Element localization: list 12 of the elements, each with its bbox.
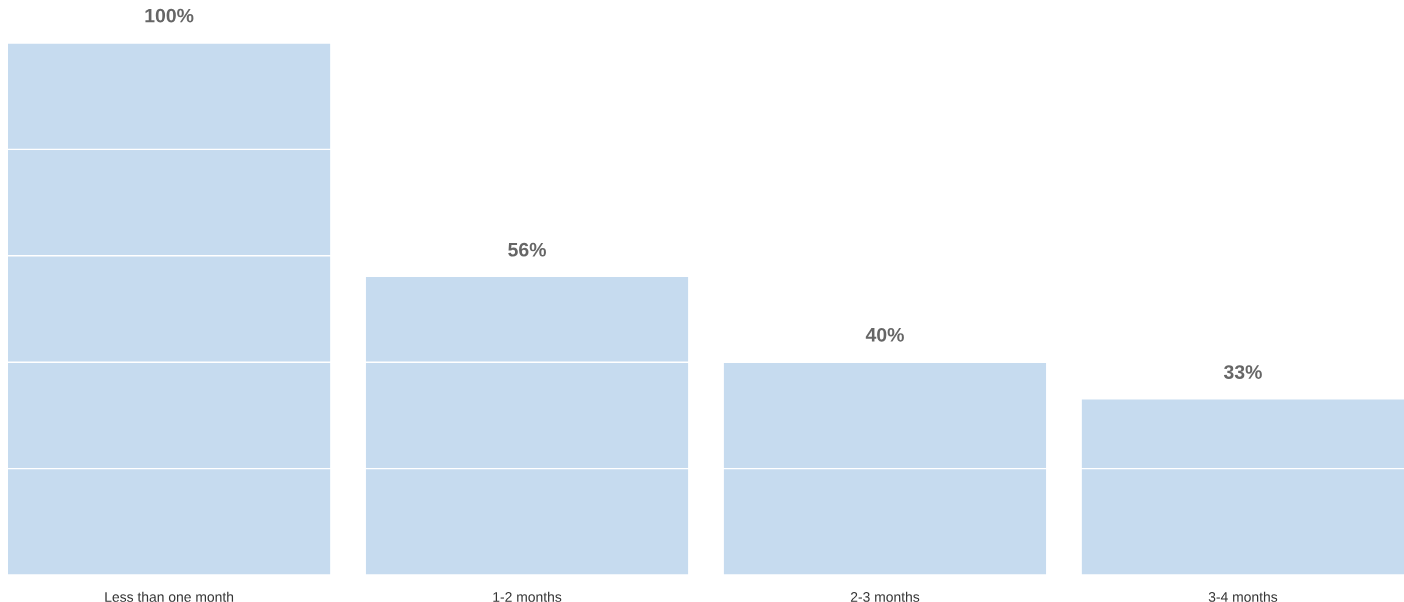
bar bbox=[723, 362, 1047, 575]
data-label: 33% bbox=[1223, 365, 1262, 379]
bar bbox=[365, 277, 689, 575]
x-tick-label: 1-2 months bbox=[493, 591, 562, 602]
x-tick-label: 3-4 months bbox=[1208, 591, 1278, 602]
data-label: 100% bbox=[145, 8, 194, 23]
bar bbox=[1081, 399, 1404, 575]
data-label: 56% bbox=[508, 242, 546, 257]
data-label: 40% bbox=[865, 327, 904, 342]
x-tick-label: Less than one month bbox=[105, 591, 234, 602]
bar bbox=[8, 43, 331, 575]
x-tick-label: 2-3 months bbox=[850, 591, 920, 602]
